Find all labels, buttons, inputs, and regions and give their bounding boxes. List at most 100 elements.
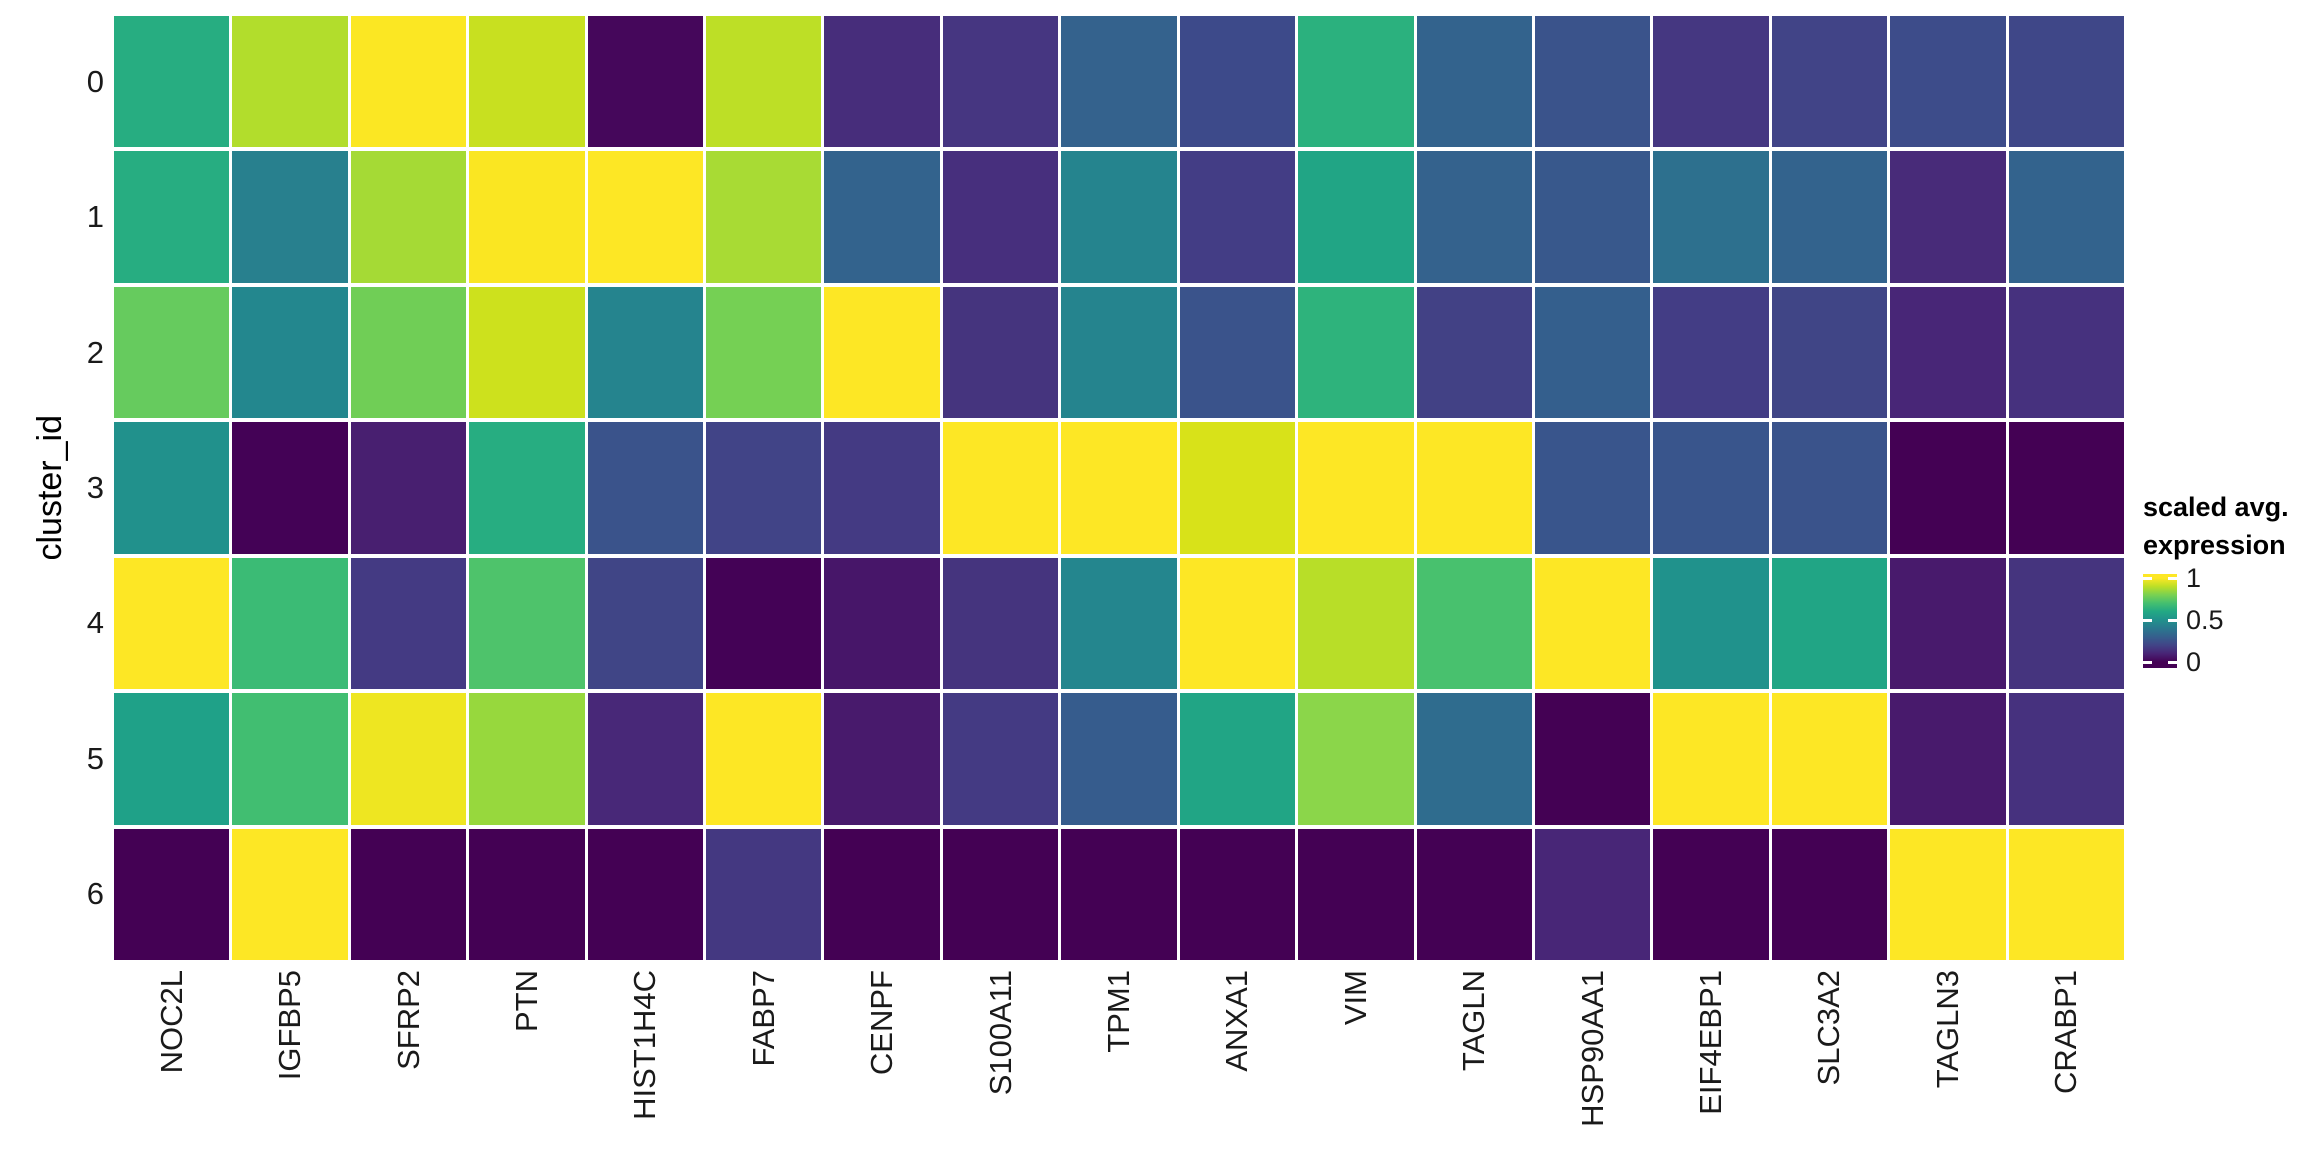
heatmap-cell-5-HSP90AA1 bbox=[1534, 693, 1651, 825]
heatmap-cell-1-PTN bbox=[469, 151, 585, 283]
heatmap-cell-5-TPM1 bbox=[1061, 693, 1177, 825]
heatmap-cell-0-FABP7 bbox=[706, 16, 822, 148]
heatmap-cell-2-IGFBP5 bbox=[232, 286, 348, 419]
heatmap-cell-3-NOC2L bbox=[114, 422, 230, 554]
heatmap-cell-5-FABP7 bbox=[706, 693, 822, 825]
x-tick-label-TAGLN3: TAGLN3 bbox=[1928, 970, 1968, 1088]
heatmap-cell-0-SLC3A2 bbox=[1771, 16, 1888, 148]
heatmap-cell-0-TAGLN3 bbox=[1890, 16, 2006, 148]
x-tick-label-text: FABP7 bbox=[745, 970, 781, 1067]
heatmap-cell-3-HSP90AA1 bbox=[1534, 422, 1651, 554]
x-tick-label-NOC2L: NOC2L bbox=[152, 970, 192, 1073]
x-tick-label-HIST1H4C: HIST1H4C bbox=[625, 970, 665, 1120]
y-tick-label-2: 2 bbox=[86, 334, 104, 370]
heatmap-cell-2-NOC2L bbox=[114, 286, 230, 419]
heatmap-cell-4-EIF4EBP1 bbox=[1653, 557, 1769, 690]
legend-tick-label-0: 0 bbox=[2186, 647, 2202, 677]
heatmap-cell-1-S100A11 bbox=[942, 151, 1059, 283]
heatmap-cell-1-TAGLN3 bbox=[1890, 151, 2006, 283]
y-tick-label-3: 3 bbox=[86, 470, 104, 505]
heatmap-cell-1-EIF4EBP1 bbox=[1653, 151, 1769, 283]
heatmap-cell-1-VIM bbox=[1298, 151, 1414, 283]
heatmap-cell-0-IGFBP5 bbox=[232, 16, 348, 148]
heatmap-cell-5-TAGLN bbox=[1416, 693, 1532, 825]
y-tick-label-0: 0 bbox=[86, 63, 104, 99]
x-tick-label-text: NOC2L bbox=[153, 970, 189, 1074]
heatmap-cell-3-S100A11 bbox=[942, 422, 1059, 554]
heatmap-cell-3-PTN bbox=[469, 422, 585, 554]
heatmap-cell-0-TPM1 bbox=[1061, 16, 1177, 148]
heatmap-cell-0-CRABP1 bbox=[2008, 16, 2124, 148]
legend-tick-mark-1-left bbox=[2143, 576, 2152, 580]
heatmap-cell-1-ANXA1 bbox=[1179, 151, 1296, 283]
heatmap-cell-6-PTN bbox=[469, 828, 585, 960]
heatmap-cell-2-PTN bbox=[469, 286, 585, 419]
heatmap-cell-0-VIM bbox=[1298, 16, 1414, 148]
x-tick-label-TPM1: TPM1 bbox=[1099, 970, 1139, 1053]
heatmap-cell-3-CENPF bbox=[824, 422, 940, 554]
heatmap-cell-6-EIF4EBP1 bbox=[1653, 828, 1769, 960]
heatmap-cell-5-PTN bbox=[469, 693, 585, 825]
heatmap-cell-4-TAGLN3 bbox=[1890, 557, 2006, 690]
heatmap-cell-2-SFRP2 bbox=[350, 286, 467, 419]
heatmap-cell-2-CENPF bbox=[824, 286, 940, 419]
heatmap-cell-0-HIST1H4C bbox=[587, 16, 704, 148]
legend-tick-label-0.5: 0.5 bbox=[2186, 605, 2224, 635]
heatmap-cell-0-EIF4EBP1 bbox=[1653, 16, 1769, 148]
x-tick-label-PTN: PTN bbox=[507, 970, 547, 1032]
heatmap-cell-3-IGFBP5 bbox=[232, 422, 348, 554]
heatmap-cell-4-VIM bbox=[1298, 557, 1414, 690]
heatmap-cell-3-TAGLN3 bbox=[1890, 422, 2006, 554]
heatmap-cell-5-NOC2L bbox=[114, 693, 230, 825]
heatmap-cell-4-TAGLN bbox=[1416, 557, 1532, 690]
heatmap-cell-5-SLC3A2 bbox=[1771, 693, 1888, 825]
x-tick-label-text: S100A11 bbox=[982, 970, 1018, 1096]
heatmap-cell-2-EIF4EBP1 bbox=[1653, 286, 1769, 419]
heatmap-cell-6-HIST1H4C bbox=[587, 828, 704, 960]
x-tick-label-CRABP1: CRABP1 bbox=[2046, 970, 2086, 1094]
x-tick-label-IGFBP5: IGFBP5 bbox=[270, 970, 310, 1080]
heatmap-cell-0-ANXA1 bbox=[1179, 16, 1296, 148]
heatmap-cell-3-HIST1H4C bbox=[587, 422, 704, 554]
heatmap-cell-5-SFRP2 bbox=[350, 693, 467, 825]
heatmap-cell-0-SFRP2 bbox=[350, 16, 467, 148]
heatmap-cell-5-VIM bbox=[1298, 693, 1414, 825]
x-tick-label-text: VIM bbox=[1337, 970, 1373, 1026]
x-tick-label-ANXA1: ANXA1 bbox=[1217, 970, 1257, 1072]
x-tick-label-text: SFRP2 bbox=[390, 970, 426, 1070]
x-tick-label-text: SLC3A2 bbox=[1811, 970, 1847, 1086]
heatmap-cell-5-TAGLN3 bbox=[1890, 693, 2006, 825]
heatmap-cell-4-CRABP1 bbox=[2008, 557, 2124, 690]
heatmap-cell-6-ANXA1 bbox=[1179, 828, 1296, 960]
heatmap-cell-1-NOC2L bbox=[114, 151, 230, 283]
heatmap-grid bbox=[114, 16, 2124, 960]
legend-tick-mark-0.5-right bbox=[2168, 618, 2177, 622]
heatmap-cell-1-HIST1H4C bbox=[587, 151, 704, 283]
legend-tick-mark-1-right bbox=[2168, 576, 2177, 580]
x-tick-label-text: TAGLN bbox=[1456, 970, 1492, 1072]
x-tick-label-text: ANXA1 bbox=[1219, 970, 1255, 1072]
heatmap-cell-6-TAGLN bbox=[1416, 828, 1532, 960]
heatmap-cell-3-SFRP2 bbox=[350, 422, 467, 554]
x-tick-label-FABP7: FABP7 bbox=[744, 970, 784, 1067]
heatmap-cell-3-CRABP1 bbox=[2008, 422, 2124, 554]
heatmap-cell-4-ANXA1 bbox=[1179, 557, 1296, 690]
heatmap-cell-5-CRABP1 bbox=[2008, 693, 2124, 825]
legend-tick-mark-0.5-left bbox=[2143, 618, 2152, 622]
heatmap-cell-4-HIST1H4C bbox=[587, 557, 704, 690]
heatmap-cell-6-TAGLN3 bbox=[1890, 828, 2006, 960]
x-tick-label-S100A11: S100A11 bbox=[981, 970, 1021, 1095]
heatmap-cell-1-CRABP1 bbox=[2008, 151, 2124, 283]
x-tick-label-EIF4EBP1: EIF4EBP1 bbox=[1691, 970, 1731, 1115]
heatmap-cell-1-IGFBP5 bbox=[232, 151, 348, 283]
heatmap-cell-1-SLC3A2 bbox=[1771, 151, 1888, 283]
heatmap-cell-3-SLC3A2 bbox=[1771, 422, 1888, 554]
heatmap-cell-2-TPM1 bbox=[1061, 286, 1177, 419]
heatmap-cell-5-EIF4EBP1 bbox=[1653, 693, 1769, 825]
heatmap-cell-5-IGFBP5 bbox=[232, 693, 348, 825]
heatmap-cell-3-VIM bbox=[1298, 422, 1414, 554]
heatmap-cell-3-TPM1 bbox=[1061, 422, 1177, 554]
x-tick-label-CENPF: CENPF bbox=[862, 970, 902, 1075]
heatmap-cell-4-NOC2L bbox=[114, 557, 230, 690]
